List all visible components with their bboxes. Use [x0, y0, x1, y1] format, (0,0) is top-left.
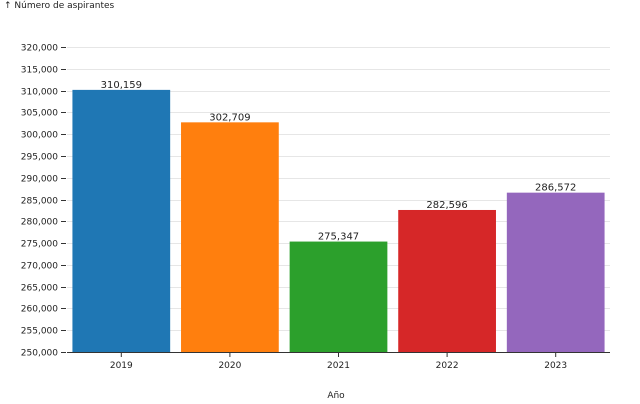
- bar-2023: [506, 192, 605, 352]
- bar-2021: [289, 241, 388, 352]
- data-label-2021: 275,347: [318, 232, 359, 243]
- bar-2020: [181, 122, 279, 352]
- y-tick-label: 300,000: [21, 131, 58, 141]
- data-label-2023: 286,572: [535, 183, 576, 194]
- y-axis: 250,000 255,000 260,000 265,000 270,000 275,0…: [21, 44, 66, 359]
- y-tick-label: 290,000: [21, 175, 58, 185]
- y-tick-label: 260,000: [21, 305, 58, 315]
- x-tick-label-2019: 2019: [110, 361, 133, 371]
- y-axis-title: ↑ Número de aspirantes: [4, 1, 115, 11]
- y-tick-label: 285,000: [21, 197, 58, 207]
- x-tick-label-2023: 2023: [544, 361, 567, 371]
- bar-2019: [72, 89, 171, 353]
- y-tick-label: 255,000: [21, 327, 58, 337]
- x-axis: 2019 2020 2021 2022 2023: [67, 352, 610, 371]
- y-tick-label: 280,000: [21, 218, 58, 228]
- data-labels: 310,159 302,709 275,347 282,596 286,572: [101, 80, 577, 243]
- x-tick-label-2022: 2022: [436, 361, 459, 371]
- x-axis-title: Año: [327, 391, 345, 400]
- bars: [72, 89, 605, 353]
- y-tick-label: 265,000: [21, 284, 58, 294]
- bar-2022: [398, 209, 496, 352]
- y-tick-label: 270,000: [21, 262, 58, 272]
- y-tick-label: 315,000: [21, 66, 58, 76]
- data-label-2020: 302,709: [209, 112, 250, 123]
- x-tick-label-2021: 2021: [327, 361, 350, 371]
- y-tick-label: 310,000: [21, 88, 58, 98]
- y-tick-label: 250,000: [21, 349, 58, 359]
- y-tick-label: 320,000: [21, 44, 58, 54]
- x-tick-label-2020: 2020: [218, 361, 241, 371]
- data-label-2022: 282,596: [426, 200, 467, 211]
- y-tick-label: 295,000: [21, 153, 58, 163]
- y-tick-label: 305,000: [21, 109, 58, 119]
- y-tick-label: 275,000: [21, 240, 58, 250]
- data-label-2019: 310,159: [101, 80, 142, 91]
